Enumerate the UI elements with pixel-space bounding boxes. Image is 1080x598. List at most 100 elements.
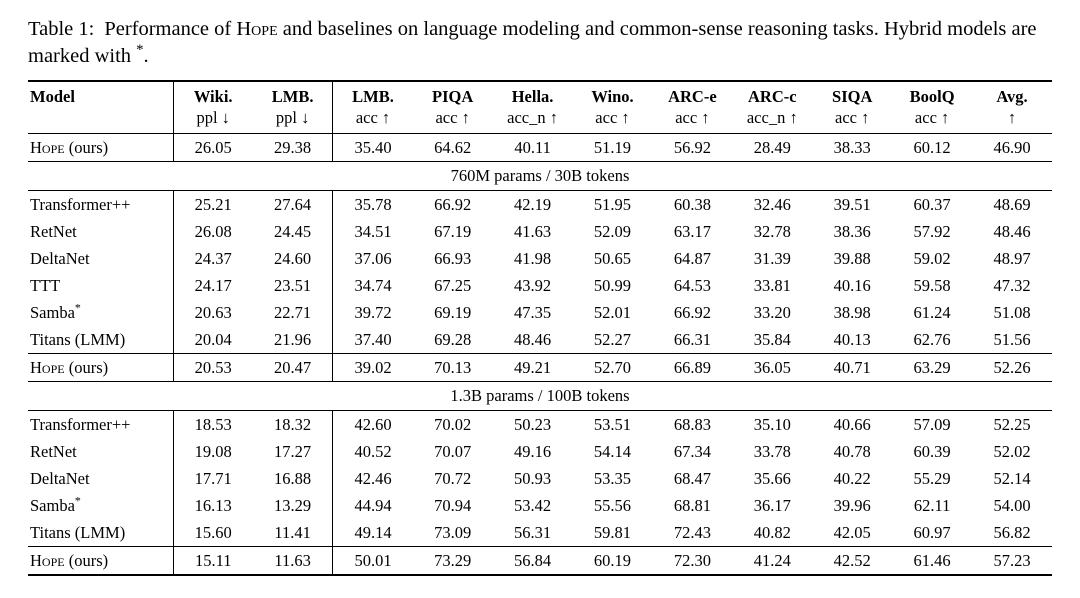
table-row: Samba* 16.13 13.29 44.94 70.94 53.42 55.56 68.8…: [28, 492, 1052, 520]
metric-value: 39.02: [354, 357, 392, 377]
metric-value: 52.25: [993, 414, 1031, 434]
metric-value: 20.04: [194, 329, 232, 349]
table-group: Hope (ours) 26.05 29.38 35.40 64.62 40.11 51.1…: [28, 133, 1052, 162]
column-header: Wino. acc ↑: [573, 81, 653, 134]
column-label: PIQA: [432, 87, 474, 107]
metric-value: 68.81: [673, 495, 711, 515]
metric-value: 17.27: [252, 438, 334, 466]
metric-value: 57.23: [993, 550, 1031, 570]
column-header: BoolQ acc ↑: [892, 81, 972, 134]
metric-value: 34.51: [354, 221, 392, 241]
metric-value: 40.13: [833, 329, 871, 349]
metric-value: 51.08: [993, 302, 1031, 322]
caption-text-before: Performance of: [104, 18, 237, 40]
metric-value: 56.92: [673, 137, 711, 157]
section-header-row: 1.3B params / 100B tokens: [28, 382, 1052, 411]
model-name: Titans (LMM): [28, 519, 174, 547]
metric-value: 48.46: [993, 221, 1031, 241]
metric-value: 42.19: [514, 194, 552, 214]
metric-value: 52.02: [993, 441, 1031, 461]
metric-value: 56.31: [514, 522, 552, 542]
metric-value: 69.19: [434, 302, 472, 322]
metric-value: 32.78: [753, 221, 791, 241]
column-metric-label: acc ↑: [355, 107, 391, 127]
metric-value: 57.09: [913, 414, 951, 434]
column-header: Model: [28, 81, 174, 134]
column-metric-label: ppl ↓: [196, 107, 230, 127]
section-divider: 1.3B params / 100B tokens: [28, 382, 1052, 411]
metric-value: 19.08: [194, 441, 232, 461]
metric-value: 68.83: [673, 414, 711, 434]
metric-value: 33.20: [753, 302, 791, 322]
metric-value: 73.09: [434, 522, 472, 542]
metric-value: 61.46: [913, 550, 951, 570]
metric-value: 17.71: [194, 468, 232, 488]
metric-value: 66.92: [434, 194, 472, 214]
metric-value: 52.14: [993, 468, 1031, 488]
column-label: BoolQ: [909, 87, 955, 107]
metric-value: 32.46: [753, 194, 791, 214]
metric-value: 70.07: [434, 441, 472, 461]
metric-value: 36.05: [753, 357, 791, 377]
metric-value: 53.42: [514, 495, 552, 515]
metric-value: 26.08: [194, 221, 232, 241]
metric-value: 48.46: [514, 329, 552, 349]
metric-value: 48.97: [993, 248, 1031, 268]
metric-value: 50.99: [593, 275, 632, 295]
metric-value: 40.66: [833, 414, 871, 434]
column-metric-label: ↑: [1007, 107, 1017, 127]
metric-value: 63.17: [673, 221, 711, 241]
column-label: LMB.: [271, 87, 314, 107]
metric-value: 47.35: [514, 302, 552, 322]
metric-value: 39.88: [833, 248, 871, 268]
model-name: Transformer++: [28, 190, 174, 219]
metric-value: 67.25: [434, 275, 472, 295]
metric-value: 72.30: [673, 550, 711, 570]
column-label: ARC-e: [668, 87, 717, 107]
metric-value: 35.84: [753, 329, 791, 349]
metric-value: 33.78: [753, 441, 791, 461]
metric-value: 51.95: [593, 194, 632, 214]
table-row: Transformer++ 18.53 18.32 42.60 70.02 50.23 53…: [28, 410, 1052, 439]
column-header: Avg. ↑: [972, 81, 1052, 134]
table-row: Hope (ours) 15.11 11.63 50.01 73.29 56.84 60.1…: [28, 546, 1052, 576]
metric-value: 40.11: [514, 137, 551, 157]
metric-value: 20.63: [194, 302, 232, 322]
metric-value: 56.84: [514, 550, 552, 570]
caption-hybrid-star: *: [136, 42, 144, 59]
metric-value: 38.98: [833, 302, 871, 322]
section-title: 760M params / 30B tokens: [450, 166, 630, 186]
metric-value: 40.82: [753, 522, 791, 542]
metric-value: 60.38: [673, 194, 711, 214]
metric-value: 39.96: [833, 495, 871, 515]
metric-value: 64.62: [434, 137, 472, 157]
metric-value: 37.06: [354, 248, 392, 268]
metric-value: 18.32: [252, 410, 334, 439]
table-group: Hope (ours) 15.11 11.63 50.01 73.29 56.84 60.1…: [28, 546, 1052, 576]
column-label: Avg.: [996, 87, 1028, 107]
column-header: Wiki. ppl ↓: [173, 81, 253, 134]
caption-text-after: and baselines on language modeling and c…: [28, 18, 1037, 68]
metric-value: 47.32: [993, 275, 1031, 295]
table-row: Titans (LMM) 15.60 11.41 49.14 73.09 56.31 59.…: [28, 519, 1052, 547]
metric-value: 60.37: [913, 194, 951, 214]
metric-value: 35.40: [354, 137, 392, 157]
table-row: TTT 24.17 23.51 34.74 67.25 43.92 50.99 64.53 33…: [28, 272, 1052, 300]
metric-value: 64.87: [673, 248, 711, 268]
metric-value: 42.05: [833, 522, 871, 542]
metric-value: 60.12: [913, 137, 951, 157]
model-name: Transformer++: [28, 410, 174, 439]
metric-value: 16.88: [252, 465, 334, 493]
column-metric-label: [30, 108, 170, 128]
model-name: Samba*: [28, 492, 174, 520]
metric-value: 26.05: [194, 137, 232, 157]
model-name: RetNet: [28, 218, 174, 246]
metric-value: 34.74: [354, 275, 392, 295]
table-row: Hope (ours) 26.05 29.38 35.40 64.62 40.11 51.1…: [28, 133, 1052, 162]
column-metric-label: ppl ↓: [275, 107, 310, 127]
metric-value: 24.37: [194, 248, 232, 268]
table-row: RetNet 26.08 24.45 34.51 67.19 41.63 52.09 63.1…: [28, 218, 1052, 246]
column-metric-label: acc ↑: [595, 107, 630, 127]
metric-value: 15.60: [194, 522, 232, 542]
metric-value: 52.27: [593, 329, 632, 349]
